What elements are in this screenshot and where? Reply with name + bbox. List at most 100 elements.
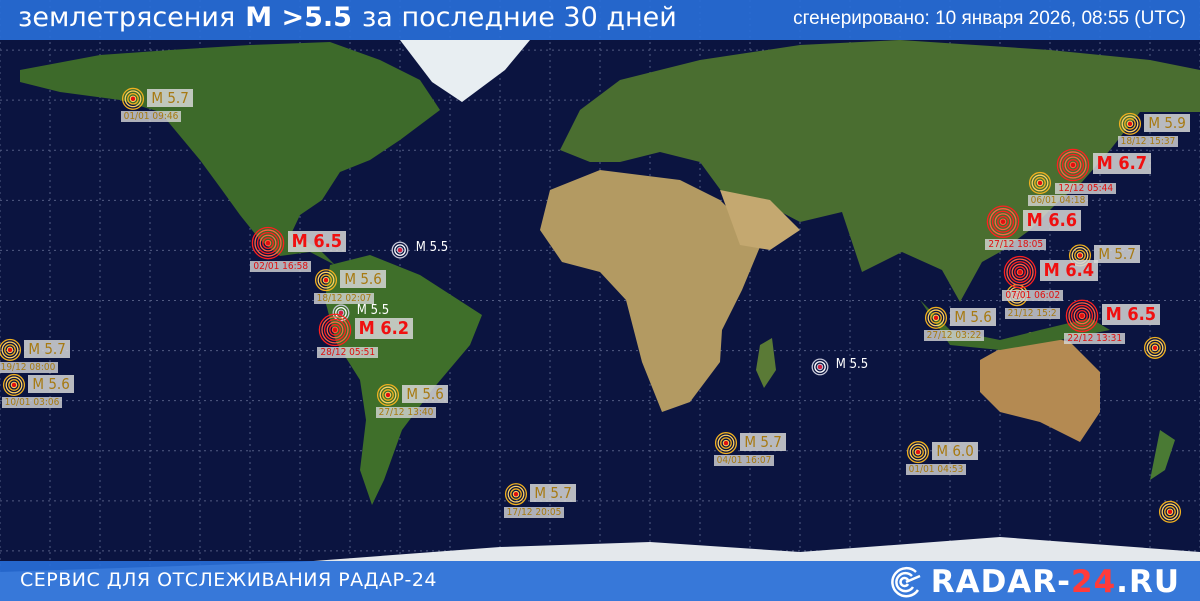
marker-ring [1008, 261, 1032, 284]
marker-ring [4, 344, 16, 356]
marker-ring [717, 434, 735, 452]
marker-ring [1126, 120, 1134, 128]
magnitude-label: M 5.5 [356, 302, 390, 318]
earthquake-marker[interactable] [391, 241, 409, 259]
date-label: 22/12 13:31 [1064, 333, 1126, 345]
epicenter-dot [323, 277, 329, 283]
marker-ring [1146, 339, 1164, 357]
epicenter-dot [1070, 162, 1076, 168]
marker-ring [6, 346, 14, 354]
magnitude-label: M 5.7 [1094, 245, 1140, 264]
earthquake-marker[interactable] [1065, 299, 1099, 333]
magnitude-label: M 6.6 [1022, 209, 1082, 231]
epicenter-dot [1037, 180, 1043, 186]
magnitude-label: M 6.5 [287, 231, 347, 253]
marker-ring [329, 324, 341, 336]
brand-logo-text[interactable]: RADAR-24.RU [931, 564, 1180, 600]
epicenter-dot [1079, 313, 1085, 319]
marker-ring [1158, 500, 1182, 523]
date-label: 19/12 08:00 [0, 362, 59, 374]
madagascar [756, 338, 776, 388]
title-prefix: землетрясения [18, 2, 236, 33]
earthquake-marker[interactable] [251, 226, 285, 260]
earthquake-marker[interactable] [504, 483, 528, 506]
marker-ring [816, 363, 824, 371]
date-label: 01/01 04:53 [905, 464, 967, 476]
marker-ring [1121, 115, 1139, 133]
epicenter-dot [915, 449, 921, 455]
marker-ring [264, 239, 272, 247]
date-label: 27/12 13:40 [375, 407, 437, 419]
earthquake-marker[interactable] [318, 313, 352, 347]
earthquake-marker[interactable] [1143, 336, 1167, 359]
marker-ring [391, 241, 409, 259]
epicenter-dot [1152, 345, 1158, 351]
epicenter-dot [7, 347, 13, 353]
earthquake-marker[interactable] [811, 358, 829, 376]
date-label: 21/12 15:2 [1004, 307, 1060, 319]
marker-ring [930, 312, 942, 324]
marker-ring [1064, 156, 1082, 174]
marker-ring [906, 441, 930, 464]
eurasia [560, 40, 1200, 302]
epicenter-dot [332, 327, 338, 333]
marker-ring [8, 379, 20, 391]
magnitude-label: M 6.7 [1092, 152, 1152, 174]
brand-part: RADAR- [930, 564, 1072, 600]
marker-ring [507, 485, 525, 503]
magnitude-label: M 5.6 [28, 374, 74, 393]
earthquake-marker[interactable] [2, 373, 26, 397]
africa [540, 170, 762, 412]
marker-ring [321, 316, 349, 344]
earthquake-marker[interactable] [121, 87, 145, 110]
earthquake-marker[interactable] [0, 338, 22, 361]
magnitude-label: M 5.6 [402, 384, 448, 403]
marker-ring [811, 358, 829, 376]
marker-ring [1161, 503, 1179, 521]
epicenter-dot [1077, 253, 1083, 258]
earthquake-marker[interactable] [1118, 112, 1142, 135]
epicenter-dot [817, 364, 823, 370]
earthquake-marker[interactable] [1056, 148, 1090, 182]
earthquake-marker[interactable] [1158, 500, 1182, 523]
epicenter-dot [1017, 269, 1023, 275]
marker-ring [927, 309, 945, 327]
earthquake-marker[interactable] [376, 383, 400, 407]
marker-ring [384, 391, 392, 399]
marker-ring [2, 373, 26, 397]
marker-ring [1003, 255, 1037, 289]
earthquake-marker[interactable] [906, 441, 930, 464]
date-label: 18/12 02:07 [313, 292, 375, 304]
magnitude-label: M 5.9 [1144, 113, 1190, 132]
marker-ring [1, 341, 19, 359]
marker-ring [396, 246, 404, 254]
marker-ring [914, 448, 922, 456]
brand-number: 24 [1071, 564, 1117, 600]
marker-ring [331, 326, 339, 334]
earthquake-marker[interactable] [1028, 171, 1052, 195]
marker-ring [1070, 304, 1094, 327]
marker-ring [10, 381, 18, 389]
earthquake-marker[interactable] [314, 269, 338, 292]
epicenter-dot [933, 315, 939, 321]
epicenter-dot [1127, 121, 1133, 127]
marker-ring [991, 210, 1015, 233]
marker-ring [318, 313, 352, 347]
earthquake-marker[interactable] [986, 205, 1020, 238]
marker-ring [814, 361, 826, 373]
epicenter-dot [397, 247, 403, 253]
title-magnitude: M >5.5 [245, 2, 352, 33]
magnitude-label: M 6.4 [1039, 260, 1099, 282]
magnitude-label: M 5.6 [340, 270, 386, 289]
marker-ring [1078, 312, 1086, 320]
marker-ring [322, 276, 330, 284]
marker-ring [1034, 177, 1046, 189]
earthquake-marker[interactable] [924, 306, 948, 329]
marker-ring [1067, 159, 1079, 171]
new-zealand [1150, 430, 1175, 480]
earthquake-marker[interactable] [1003, 255, 1037, 289]
marker-ring [1166, 508, 1174, 516]
marker-ring [1143, 336, 1167, 359]
earthquake-marker[interactable] [714, 432, 738, 455]
marker-ring [382, 389, 394, 401]
